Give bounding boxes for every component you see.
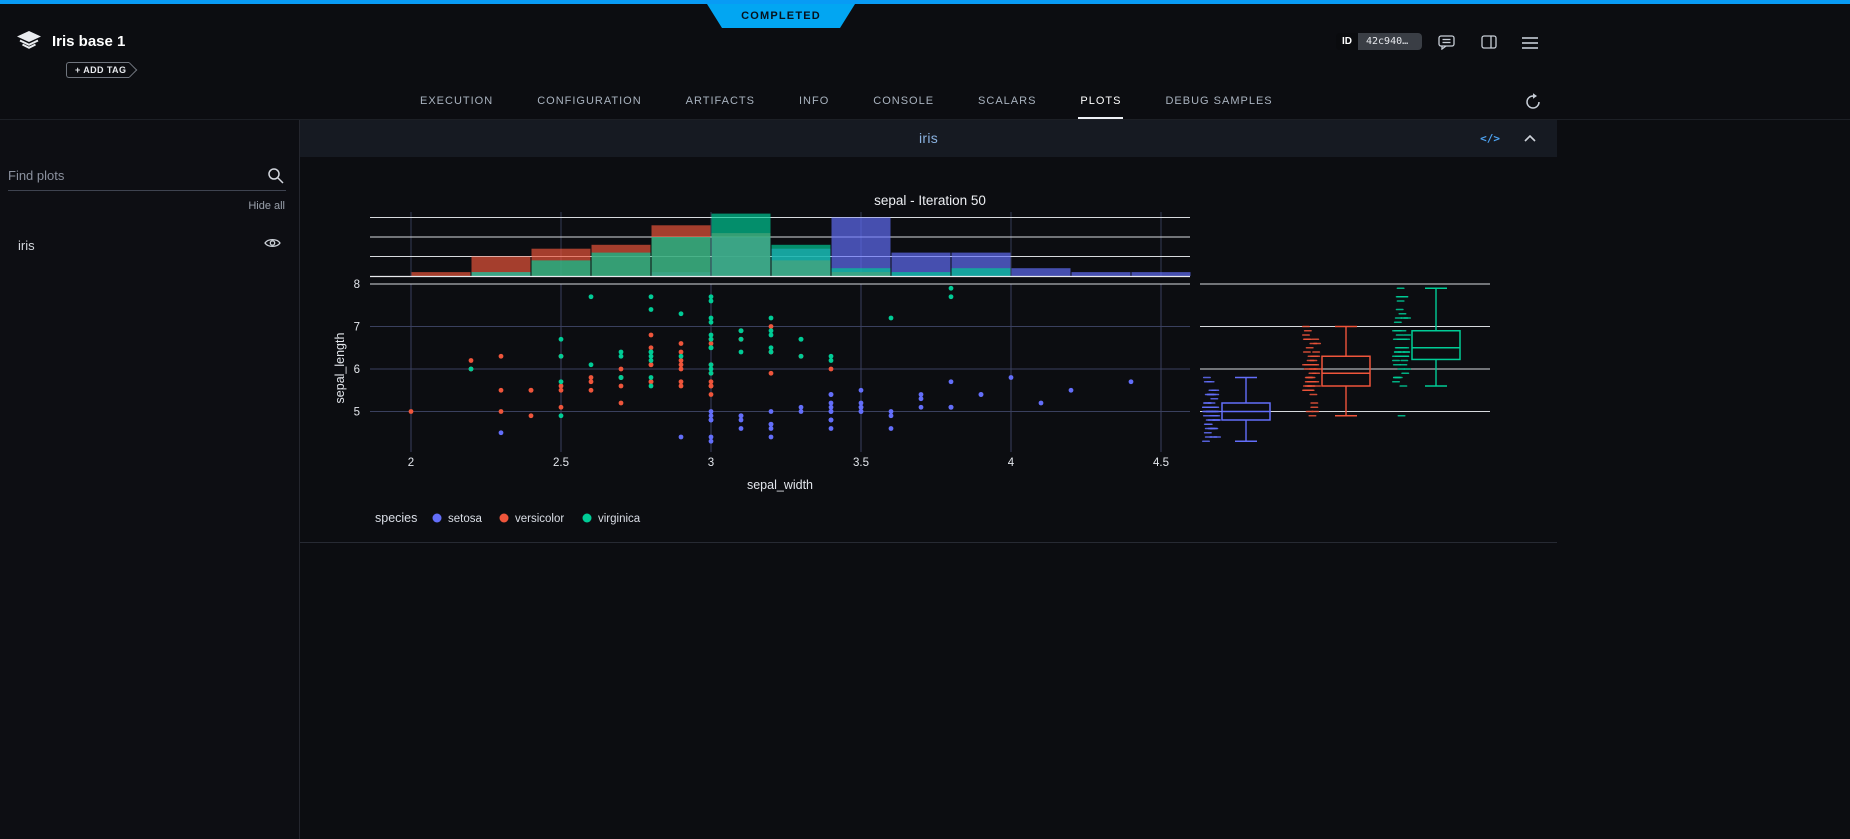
plot-list: iris — [0, 228, 299, 262]
hide-all-link[interactable]: Hide all — [248, 200, 285, 212]
tab-bar: EXECUTION CONFIGURATION ARTIFACTS INFO C… — [418, 86, 1275, 120]
plot-list-item-iris[interactable]: iris — [0, 228, 299, 262]
box-plot-versicolor[interactable] — [1302, 325, 1371, 417]
svg-text:3.5: 3.5 — [853, 457, 869, 469]
legend-swatch-virginica — [582, 513, 592, 523]
status-badge: COMPLETED — [707, 4, 855, 28]
plot-item-label: iris — [18, 237, 35, 253]
legend-swatch-versicolor — [499, 513, 509, 523]
chart-legend[interactable]: species setosa versicolor virginica — [375, 511, 641, 525]
plot-card: iris </> 2 2.5 3 3.5 4 4.5 5 6 7 8 sepal_width sepa… — [300, 120, 1557, 543]
tab-configuration[interactable]: CONFIGURATION — [537, 95, 642, 107]
svg-text:3: 3 — [708, 457, 714, 469]
plots-sidebar: Hide all iris — [0, 120, 300, 839]
add-tag-label: + ADD TAG — [75, 65, 127, 75]
id-label: ID — [1336, 33, 1358, 50]
legend-label-versicolor: versicolor — [515, 513, 564, 525]
plot-card-tools: </> — [1480, 120, 1536, 157]
svg-text:4: 4 — [1008, 457, 1015, 469]
svg-text:sepal_length: sepal_length — [333, 333, 347, 404]
legend-label-setosa: setosa — [448, 513, 482, 525]
tab-execution[interactable]: EXECUTION — [420, 95, 494, 107]
svg-text:2.5: 2.5 — [553, 457, 569, 469]
gridlines — [370, 212, 1490, 452]
eye-icon[interactable] — [264, 236, 281, 254]
header-divider — [0, 119, 1850, 120]
experiment-id-chip[interactable]: ID 42c940ce... — [1336, 33, 1422, 50]
svg-text:8: 8 — [354, 279, 360, 291]
plots-content: iris </> 2 2.5 3 3.5 4 4.5 5 6 7 8 sepal_width sepa… — [300, 120, 1850, 839]
axis-labels: 2 2.5 3 3.5 4 4.5 5 6 7 8 sepal_width sepal_length s… — [333, 193, 1169, 492]
plot-card-body: 2 2.5 3 3.5 4 4.5 5 6 7 8 sepal_width sepal_length s… — [300, 157, 1557, 543]
view-code-icon[interactable]: </> — [1480, 132, 1500, 145]
plot-card-title: iris — [918, 130, 939, 146]
add-tag-button[interactable]: + ADD TAG — [66, 62, 130, 78]
tab-info[interactable]: INFO — [798, 95, 830, 107]
box-plot-setosa[interactable] — [1202, 376, 1271, 443]
legend-swatch-setosa — [432, 513, 442, 523]
auto-refresh-icon[interactable] — [1523, 92, 1543, 115]
tab-debug-samples[interactable]: DEBUG SAMPLES — [1165, 95, 1273, 107]
svg-text:5: 5 — [354, 407, 360, 419]
box-plot-virginica[interactable] — [1392, 287, 1461, 417]
marginal-histogram[interactable] — [370, 213, 1191, 278]
tab-plots[interactable]: PLOTS — [1078, 86, 1124, 119]
id-value: 42c940ce... — [1358, 33, 1422, 50]
tab-scalars[interactable]: SCALARS — [978, 95, 1037, 107]
sepal-scatter-plot[interactable]: 2 2.5 3 3.5 4 4.55678sepal_widthsepal_lengths… — [300, 157, 1557, 543]
svg-text:6: 6 — [354, 364, 360, 376]
svg-text:sepal - Iteration 50: sepal - Iteration 50 — [874, 193, 986, 208]
menu-icon[interactable] — [1522, 37, 1538, 52]
comment-icon[interactable] — [1438, 35, 1455, 53]
legend-label-virginica: virginica — [598, 513, 641, 525]
scatter-points[interactable] — [408, 285, 1134, 444]
svg-text:sepal_width: sepal_width — [747, 478, 813, 492]
svg-text:4.5: 4.5 — [1153, 457, 1169, 469]
svg-text:2: 2 — [408, 457, 414, 469]
app-logo-icon — [16, 31, 42, 57]
top-accent-strip — [0, 0, 1850, 4]
plot-card-header: iris </> — [300, 120, 1557, 157]
collapse-chevron-icon[interactable] — [1524, 135, 1536, 142]
svg-text:species: species — [375, 511, 417, 525]
side-panel-icon[interactable] — [1481, 35, 1497, 52]
search-input[interactable] — [8, 164, 286, 190]
svg-text:7: 7 — [354, 322, 360, 334]
tab-console[interactable]: CONSOLE — [873, 95, 935, 107]
tab-artifacts[interactable]: ARTIFACTS — [685, 95, 755, 107]
search-icon[interactable] — [267, 167, 284, 189]
experiment-title: Iris base 1 — [52, 33, 126, 50]
plot-search — [8, 164, 286, 191]
